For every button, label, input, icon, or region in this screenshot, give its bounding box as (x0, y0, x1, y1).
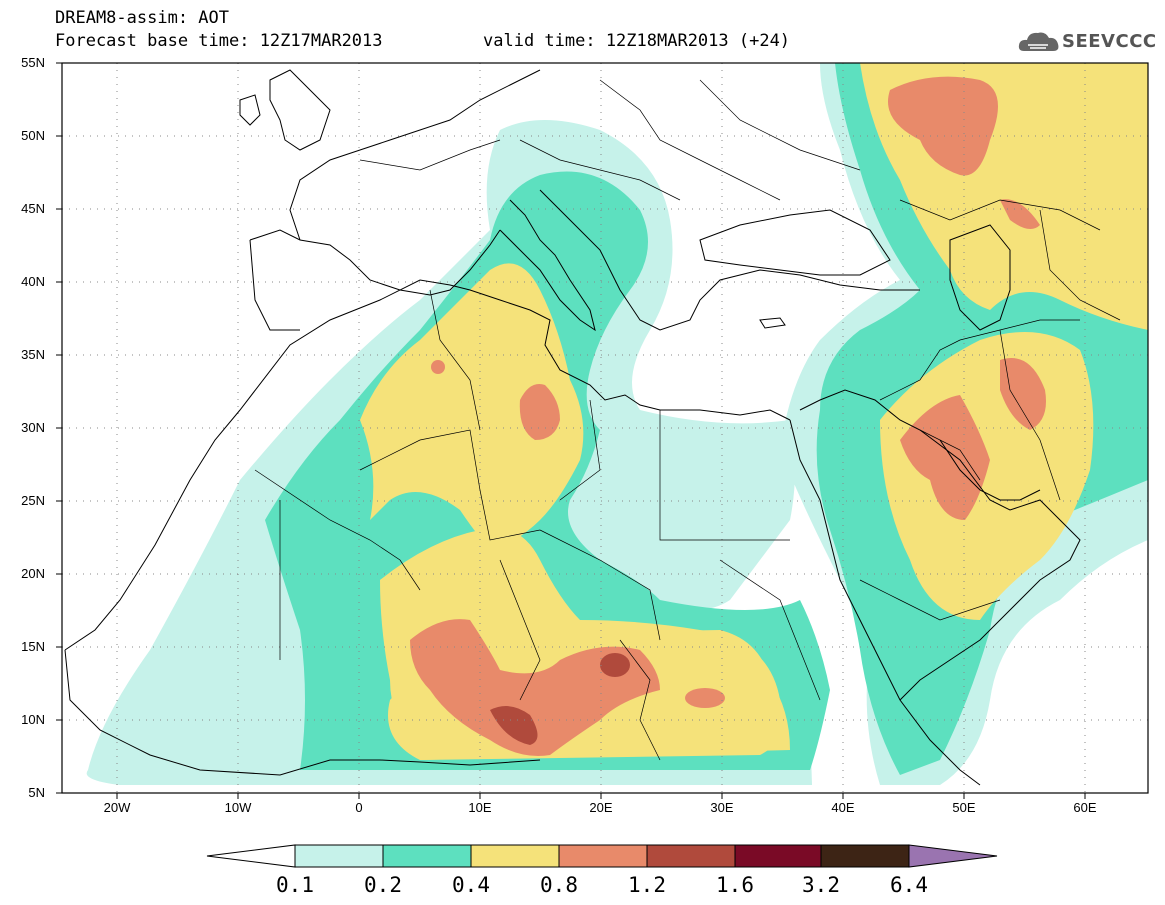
colorbar-label: 1.2 (628, 873, 666, 897)
cloud-logo-icon (1018, 32, 1059, 51)
lat-label-5n: 5N (28, 785, 45, 800)
logo-text: SEEVCCC (1062, 31, 1157, 52)
colorbar-swatch-1.2 (646, 844, 736, 868)
colorbar-label: 0.2 (364, 873, 402, 897)
lat-label-50n: 50N (21, 128, 45, 143)
lon-label-20w: 20W (103, 800, 131, 815)
lon-label-10w: 10W (224, 800, 252, 815)
lat-label-30n: 30N (21, 420, 45, 435)
colorbar-swatch-0.4 (470, 844, 560, 868)
colorbar-swatch-1.6 (734, 844, 822, 868)
colorbar-label: 6.4 (890, 873, 928, 897)
lon-label-30e: 30E (710, 800, 734, 815)
lat-label-40n: 40N (21, 274, 45, 289)
lat-label-15n: 15N (21, 639, 45, 654)
lat-label-35n: 35N (21, 347, 45, 362)
colorbar (206, 844, 998, 868)
lon-label-20e: 20E (589, 800, 613, 815)
colorbar-label: 0.4 (452, 873, 490, 897)
lon-label-10e: 10E (468, 800, 492, 815)
lat-label-20n: 20N (21, 566, 45, 581)
lon-label-60e: 60E (1073, 800, 1097, 815)
colorbar-swatch-below (206, 844, 296, 868)
lat-label-25n: 25N (21, 493, 45, 508)
colorbar-label: 0.8 (540, 873, 578, 897)
colorbar-swatch-6.4 (908, 844, 998, 868)
valid-time: valid time: 12Z18MAR2013 (+24) (483, 31, 791, 51)
lon-label-50e: 50E (952, 800, 976, 815)
colorbar-label: 3.2 (802, 873, 840, 897)
lat-label-45n: 45N (21, 201, 45, 216)
aot-contour-1.2 (490, 653, 630, 745)
aot-contour-0.8 (410, 76, 1046, 756)
colorbar-swatch-3.2 (820, 844, 910, 868)
colorbar-swatch-0.1 (294, 844, 384, 868)
lon-label-0: 0 (355, 800, 363, 815)
map-title: DREAM8-assim: AOT (55, 8, 229, 28)
lat-label-10n: 10N (21, 712, 45, 727)
colorbar-label: 1.6 (716, 873, 754, 897)
lat-label-55n: 55N (21, 55, 45, 70)
lon-label-40e: 40E (831, 800, 855, 815)
colorbar-swatch-0.8 (558, 844, 648, 868)
forecast-base-time: Forecast base time: 12Z17MAR2013 (55, 31, 383, 51)
colorbar-label: 0.1 (276, 873, 314, 897)
colorbar-swatch-0.2 (382, 844, 472, 868)
